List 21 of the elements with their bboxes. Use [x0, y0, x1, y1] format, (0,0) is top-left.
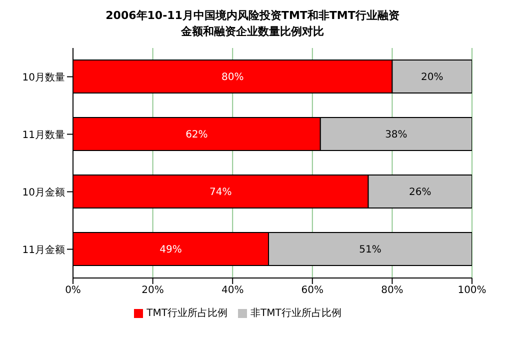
x-tick-label: 60% [301, 285, 324, 296]
x-tick-label: 40% [221, 285, 244, 296]
data-label: 51% [359, 244, 382, 256]
data-label: 38% [385, 130, 408, 141]
chart-title: 2006年10-11月中国境内风险投资TMT和非TMT行业融资金额和融资企业数量比例对比 [104, 8, 400, 40]
legend-label: TMT行业所占比例 [146, 308, 228, 319]
data-label: 62% [186, 130, 208, 141]
y-tick-label: 10月数量 [22, 72, 65, 84]
legend-label: 非TMT行业所占比例 [250, 308, 342, 319]
data-label: 26% [409, 187, 432, 198]
x-tick-label: 20% [142, 285, 164, 296]
data-label: 20% [420, 72, 444, 84]
data-label: 74% [210, 187, 232, 198]
data-label: 80% [221, 72, 244, 84]
y-tick-label: 11月数量 [22, 130, 65, 141]
y-tick-label: 11月金额 [22, 244, 65, 256]
x-tick-label: 80% [381, 285, 404, 296]
y-tick-label: 10月金额 [22, 186, 65, 198]
x-tick-label: 0% [65, 285, 81, 296]
data-label: 49% [160, 244, 182, 256]
x-tick-label: 100% [458, 285, 486, 296]
